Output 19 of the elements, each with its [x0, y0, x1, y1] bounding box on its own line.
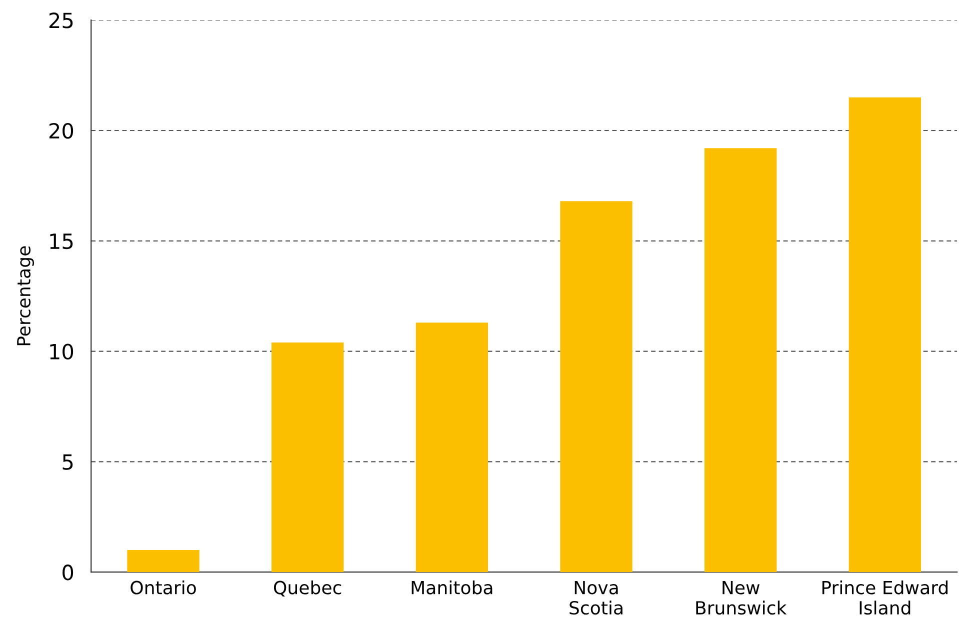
x-tick-label: New Brunswick [696, 580, 787, 615]
x-tick-label: Nova Scotia [570, 580, 622, 615]
y-tick-label: 20 [49, 122, 74, 139]
bar [272, 342, 344, 572]
x-tick-label: Ontario [130, 580, 196, 594]
x-tick-label: Quebec [274, 580, 342, 596]
y-tick-label: 25 [49, 12, 73, 28]
bar [848, 97, 921, 572]
bar [560, 201, 632, 572]
y-tick-label: 15 [50, 234, 73, 250]
bar [416, 322, 488, 572]
x-tick-label: Prince Edward Island [822, 580, 948, 615]
y-tick-label: 10 [50, 344, 74, 360]
y-tick-label: 5 [62, 454, 73, 470]
y-tick-label: 0 [62, 564, 74, 580]
x-tick-label: Manitoba [412, 580, 492, 594]
bar [127, 550, 200, 572]
y-axis-title: Percentage [17, 246, 34, 346]
bar [704, 148, 777, 572]
